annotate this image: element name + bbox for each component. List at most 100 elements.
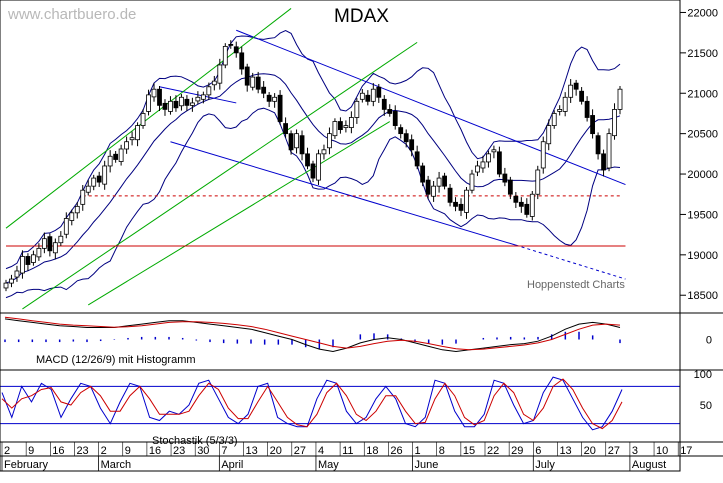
candle-body (573, 82, 579, 90)
date-tick-label: 11 (342, 445, 353, 457)
date-tick-label: 20 (270, 445, 282, 457)
date-tick-label: 9 (125, 445, 131, 457)
watermark-text: www.chartbuero.de (8, 6, 137, 23)
candle-body (387, 109, 393, 114)
candle-body (420, 165, 426, 183)
month-label: July (535, 459, 555, 471)
candle-body (129, 137, 135, 141)
macd-panel: 0 (4, 316, 712, 353)
candle-body (277, 94, 283, 122)
date-tick-label: 10 (656, 445, 668, 457)
lower-trendline-dashed (515, 244, 626, 280)
candle-body (464, 189, 469, 213)
bollinger-lower-band (5, 107, 621, 299)
candle-body (551, 113, 557, 126)
candle-body (354, 100, 360, 118)
date-tick-label: 16 (149, 445, 161, 457)
chart-title: MDAX (334, 6, 389, 27)
lower-trendline (170, 141, 516, 246)
month-label: February (4, 459, 49, 471)
price-tick-label: 21500 (687, 48, 718, 60)
candle-body (107, 155, 113, 167)
candle-body (118, 148, 124, 162)
stochastic-d-line (1, 378, 623, 430)
date-tick-label: 9 (28, 445, 34, 457)
candle-body (162, 102, 168, 110)
candle-body (321, 149, 327, 155)
candle-body (41, 238, 47, 249)
candle-body (365, 94, 371, 102)
candle-body (157, 88, 162, 106)
macd-panel-label: MACD (12/26/9) mit Histogramm (36, 354, 196, 366)
candle-body (370, 88, 376, 102)
price-tick-label: 19500 (687, 209, 718, 221)
candle-body (453, 201, 458, 207)
date-tick-label: 29 (511, 445, 523, 457)
date-tick-label: 27 (294, 445, 306, 457)
candle-body (189, 102, 195, 106)
date-tick-label: 16 (52, 445, 64, 457)
candle-body (475, 165, 480, 173)
candle-body (47, 236, 53, 252)
candle-body (535, 169, 541, 195)
candle-body (316, 153, 321, 181)
date-tick-label: 2 (4, 445, 10, 457)
candle-body (469, 173, 475, 191)
stochastic-tick-label: 50 (700, 400, 712, 412)
candle-body (568, 84, 574, 98)
candle-body (513, 195, 519, 203)
candle-body (228, 43, 234, 46)
stochastic-panel-label: Stochastik (5/3/3) (152, 435, 238, 447)
candle-body (261, 86, 267, 94)
candle-body (9, 278, 14, 284)
date-tick-label: 18 (366, 445, 378, 457)
price-tick-label: 22000 (687, 7, 718, 19)
date-tick-label: 13 (246, 445, 258, 457)
candle-body (584, 100, 590, 118)
stochastic-k-line (1, 376, 623, 431)
price-tick-label: 19000 (687, 250, 718, 262)
candle-body (85, 185, 91, 193)
chart-labels: Hoppenstedt Charts MACD (12/26/9) mit Hi… (36, 279, 625, 447)
candle-body (425, 179, 431, 195)
candle-body (590, 115, 595, 135)
candle-body (480, 161, 486, 169)
stochastic-panel: 50 100 (0, 369, 712, 431)
candle-body (31, 254, 36, 263)
month-label: March (101, 459, 132, 471)
candle-body (200, 94, 206, 100)
price-tick-label: 20500 (687, 129, 718, 141)
month-label: April (221, 459, 243, 471)
candle-body (491, 149, 497, 153)
candle-body (343, 125, 349, 128)
bottom-channel-line (87, 121, 391, 306)
candle-body (25, 256, 31, 265)
credit-label: Hoppenstedt Charts (527, 279, 625, 291)
candle-body (398, 127, 404, 135)
candle-body (80, 189, 86, 205)
candle-body (195, 96, 201, 102)
price-tick-label: 20000 (687, 169, 718, 181)
date-tick-label: 27 (608, 445, 620, 457)
candle-body (168, 100, 173, 112)
upper-channel-line (5, 8, 292, 229)
lower-channel-line (22, 41, 418, 310)
candle-body (206, 86, 212, 96)
candle-body (113, 153, 119, 160)
candle-body (338, 121, 343, 131)
candle-body (403, 133, 409, 143)
date-tick-label: 1 (415, 445, 421, 457)
candle-body (524, 203, 530, 215)
date-tick-label: 2 (101, 445, 107, 457)
candle-body (562, 96, 568, 112)
macd-line (4, 318, 621, 353)
candle-body (52, 242, 58, 254)
date-tick-label: 6 (535, 445, 541, 457)
macd-signal-line (4, 316, 621, 351)
candle-body (102, 165, 108, 185)
date-tick-label: 30 (197, 445, 209, 457)
candle-body (217, 64, 223, 84)
candle-body (518, 201, 524, 207)
candle-body (332, 121, 338, 137)
